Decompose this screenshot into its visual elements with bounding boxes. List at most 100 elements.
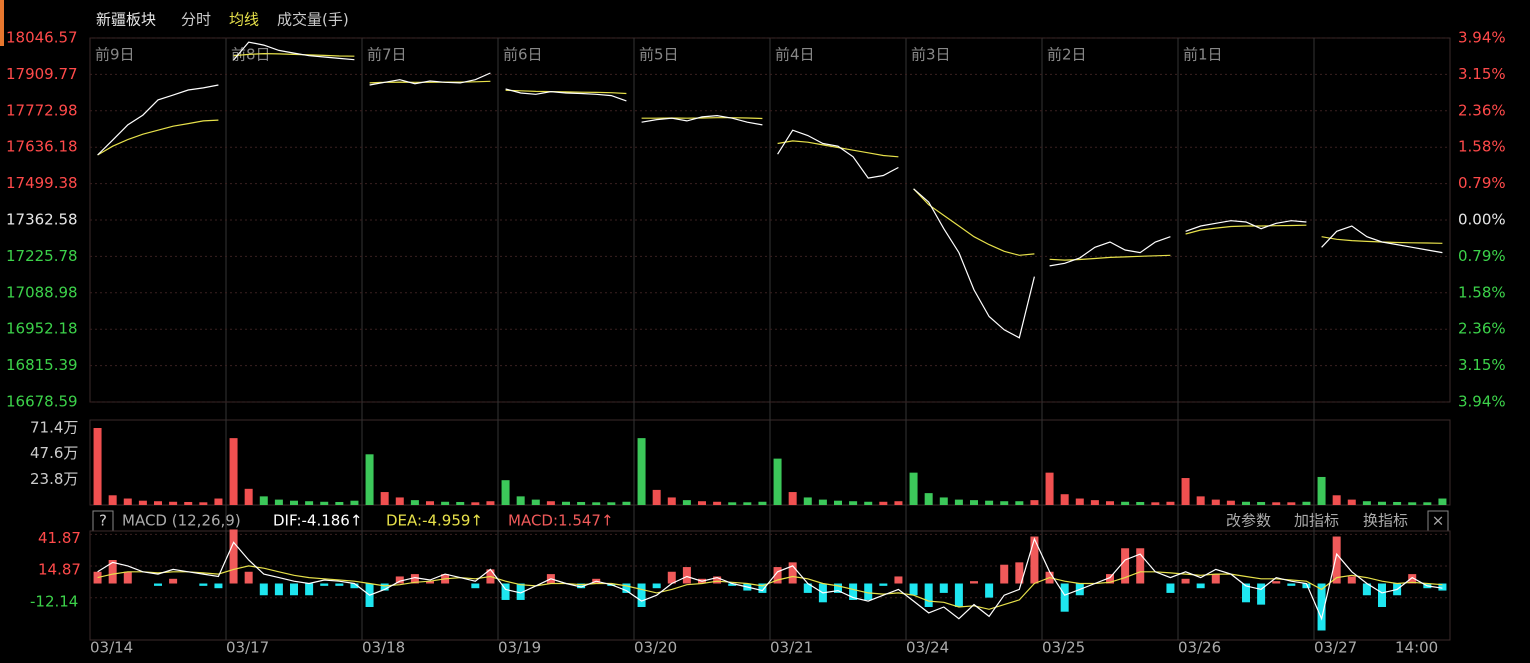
y2-tick-label: 2.36% [1458,101,1506,119]
volume-bar [985,500,994,505]
macd-bar [1000,564,1009,584]
volume-bar [410,500,419,505]
x-tick-label: 03/14 [90,639,133,657]
volume-bar [1136,501,1145,505]
volume-bar [773,458,782,505]
macd-bar [622,583,631,593]
x-tick-label: 03/26 [1178,639,1221,657]
y2-tick-label: 3.94% [1458,29,1506,47]
macd-bar [426,581,434,584]
macd-bar [501,583,510,600]
macd-bar [864,583,873,600]
average-line [641,117,763,120]
help-icon[interactable]: ? [99,512,107,530]
macd-bar [123,571,132,584]
tab[interactable]: 均线 [229,11,259,29]
price-line [1185,220,1307,232]
volume-bar [123,498,132,505]
macd-bar [1272,581,1281,584]
volume-bar [1332,495,1341,505]
button[interactable]: 换指标 [1363,512,1408,530]
macd-bar [229,529,238,584]
volume-bar [698,501,706,505]
average-line [913,188,1035,256]
close-icon[interactable]: × [1432,512,1445,530]
day-label: 前3日 [911,46,951,64]
volume-bar [607,502,616,505]
y-tick-label: 16678.59 [6,393,78,411]
volume-bar [788,492,797,505]
macd-bar [1347,576,1356,584]
macd-bar [199,583,208,586]
y2-tick-label: 3.94% [1458,393,1506,411]
volume-bar [395,497,404,505]
macd-bar [1211,574,1220,584]
macd-bar [682,567,691,584]
macd-bar [954,583,963,607]
macd-bar [290,583,298,596]
macd-bar [849,583,858,600]
x-tick-label: 03/17 [226,639,269,657]
average-line [1185,224,1307,235]
day-label: 前2日 [1047,46,1087,64]
volume-bar [849,501,858,505]
y-tick-label: 17088.98 [6,283,78,301]
volume-bar [1030,500,1039,505]
price-line [1321,225,1443,254]
y-tick-label: -12.14 [30,592,78,610]
volume-bar [562,501,570,505]
macd-bar [1408,574,1417,584]
volume-bar [894,501,903,505]
tab[interactable]: 分时 [181,11,211,29]
volume-bar [108,495,117,505]
macd-bar [1030,536,1039,584]
y-tick-label: 41.87 [38,529,81,547]
macd-bar [637,583,646,607]
macd-bar [1257,583,1266,605]
volume-bar [682,500,691,505]
volume-bar [320,501,329,505]
macd-bar [652,583,661,589]
volume-bar [305,501,314,505]
y-tick-label: 14.87 [38,561,81,579]
macd-bar [1060,583,1069,612]
y2-tick-label: 0.79% [1458,174,1506,192]
macd-bar [350,583,359,589]
macd-bar [758,583,767,593]
volume-bar [1106,501,1114,505]
price-line [97,84,219,156]
macd-bar [154,583,162,586]
volume-bar [864,501,873,505]
macd-bar [108,560,117,584]
x-tick-label: 03/19 [498,639,541,657]
volume-bar [652,489,661,505]
price-line [777,129,899,179]
macd-bar [335,583,344,586]
price-line [1049,236,1171,267]
macd-bar [471,583,480,589]
volume-bar [1257,501,1266,505]
macd-bar [577,583,586,589]
volume-bar [229,438,238,505]
macd-bar [259,583,268,596]
y2-tick-label: 3.15% [1458,65,1506,83]
y-tick-label: 17909.77 [6,65,78,83]
volume-bar [758,501,767,505]
y2-tick-label: 1.58% [1458,138,1506,156]
average-line [1049,254,1171,261]
macd-bar [1242,583,1250,603]
macd-bar [1166,583,1175,593]
volume-bar [244,488,253,505]
volume-bar [1075,498,1084,505]
macd-bar [516,583,525,600]
x-tick-label: 03/27 [1314,639,1357,657]
macd-bar [305,583,314,596]
button[interactable]: 加指标 [1294,512,1339,530]
macd-bar [1438,583,1447,591]
volume-bar [274,499,283,505]
price-line [233,41,355,61]
button[interactable]: 改参数 [1226,512,1271,530]
tab[interactable]: 成交量(手) [277,11,349,29]
x-tick-label: 03/18 [362,639,405,657]
